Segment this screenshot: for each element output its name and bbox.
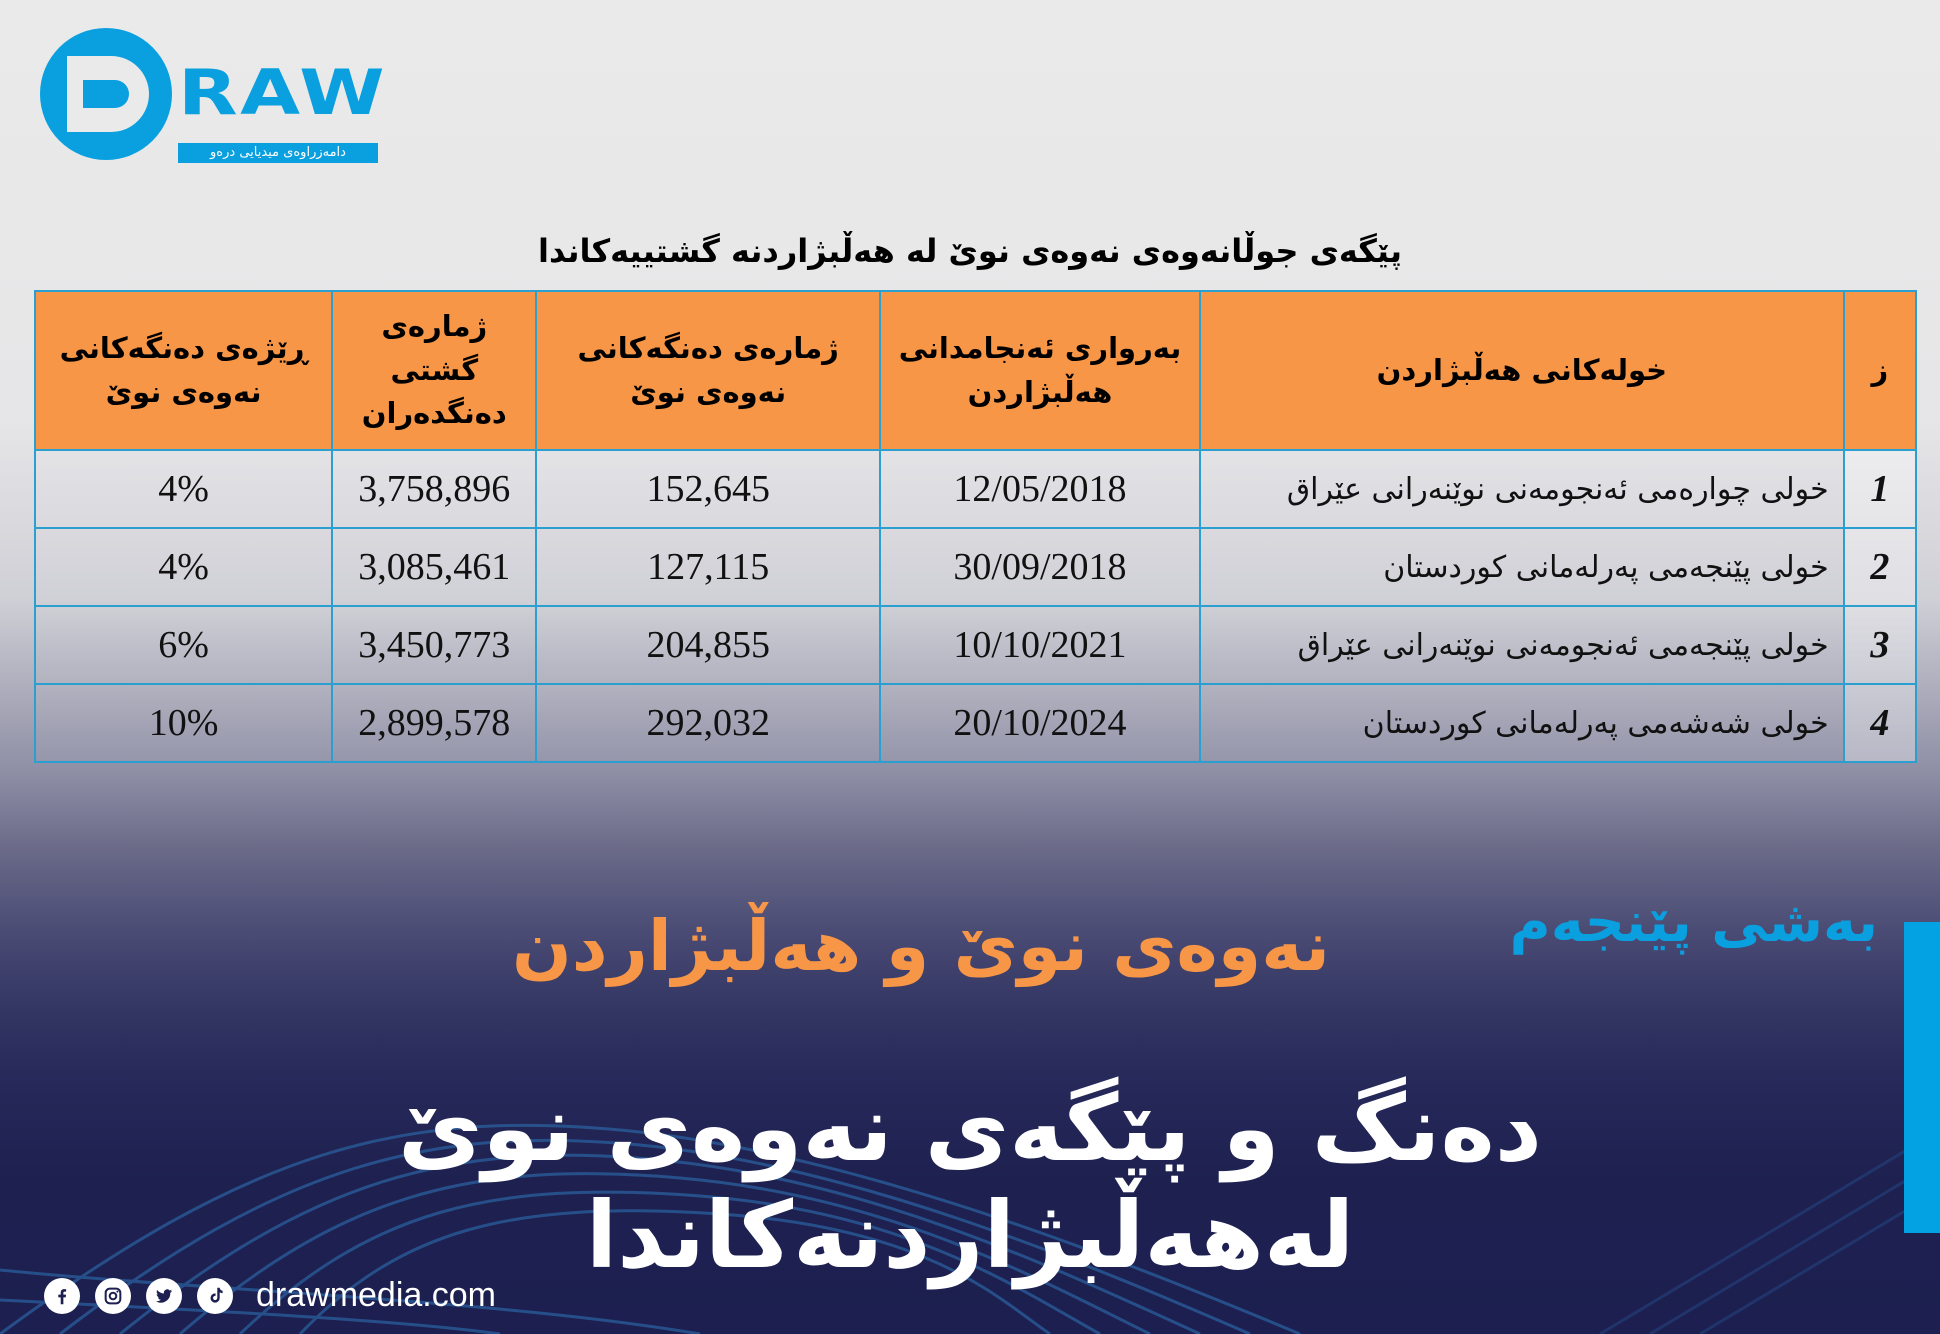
election-results-table: ز خولەکانی هەڵبژاردن بەرواری ئەنجامدانی … [33, 290, 1918, 763]
row-total-voters: 3,450,773 [331, 605, 538, 685]
logo-d-inner-shape [83, 80, 129, 108]
row-num: 1 [1842, 449, 1918, 529]
facebook-icon[interactable] [44, 1277, 80, 1314]
header-total-voters: ژمارەی گشتی دەنگدەران [331, 290, 538, 451]
section-subtitle: نەوەی نوێ و هەڵبژاردن [511, 905, 1330, 987]
row-num: 4 [1842, 683, 1918, 763]
table-row: 4 خولی شەشەمی پەرلەمانی کوردستان 20/10/2… [33, 683, 1918, 763]
row-date: 20/10/2024 [878, 683, 1202, 763]
row-round: خولی شەشەمی پەرلەمانی کوردستان [1199, 683, 1845, 763]
row-date: 12/05/2018 [878, 449, 1202, 529]
row-total-voters: 3,758,896 [331, 449, 538, 529]
header-percentage: ڕێژەی دەنگەکانی نەوەی نوێ [33, 290, 334, 451]
row-new-votes: 292,032 [535, 683, 881, 763]
table-row: 2 خولی پێنجەمی پەرلەمانی کوردستان 30/09/… [33, 527, 1918, 607]
row-total-voters: 3,085,461 [331, 527, 538, 607]
instagram-icon[interactable] [95, 1277, 131, 1314]
website-link[interactable]: drawmedia.com [256, 1276, 496, 1314]
row-date: 10/10/2021 [878, 605, 1202, 685]
row-new-votes: 152,645 [535, 449, 881, 529]
row-date: 30/09/2018 [878, 527, 1202, 607]
logo-tagline: دامەزراوەی میدیایی درەو [178, 143, 378, 163]
header-num: ز [1842, 290, 1918, 451]
table-row: 3 خولی پێنجەمی ئەنجومەنی نوێنەرانی عێراق… [33, 605, 1918, 685]
row-percentage: 4% [33, 527, 334, 607]
row-percentage: 6% [33, 605, 334, 685]
accent-bar [1904, 922, 1940, 1233]
row-new-votes: 204,855 [535, 605, 881, 685]
header-date: بەرواری ئەنجامدانی هەڵبژاردن [878, 290, 1202, 451]
logo-wordmark: RAW [178, 56, 388, 129]
row-total-voters: 2,899,578 [331, 683, 538, 763]
row-round: خولی پێنجەمی ئەنجومەنی نوێنەرانی عێراق [1199, 605, 1845, 685]
row-round: خولی پێنجەمی پەرلەمانی کوردستان [1199, 527, 1845, 607]
row-round: خولی چوارەمی ئەنجومەنی نوێنەرانی عێراق [1199, 449, 1845, 529]
twitter-icon[interactable] [146, 1277, 182, 1314]
row-percentage: 10% [33, 683, 334, 763]
headline: دەنگ و پێگەی نەوەی نوێ لەهەڵبژاردنەکاندا [398, 1075, 1542, 1289]
table-title: پێگەی جوڵانەوەی نەوەی نوێ لە هەڵبژاردنە … [538, 232, 1402, 270]
header-round: خولەکانی هەڵبژاردن [1199, 290, 1845, 451]
header-new-votes: ژمارەی دەنگەکانی نەوەی نوێ [535, 290, 881, 451]
row-num: 2 [1842, 527, 1918, 607]
tiktok-icon[interactable] [197, 1277, 233, 1314]
row-num: 3 [1842, 605, 1918, 685]
table-header-row: ز خولەکانی هەڵبژاردن بەرواری ئەنجامدانی … [33, 290, 1918, 451]
section-label: بەشی پێنجەم [1509, 890, 1878, 955]
draw-logo: RAW دامەزراوەی میدیایی درەو [40, 28, 400, 163]
table-row: 1 خولی چوارەمی ئەنجومەنی نوێنەرانی عێراق… [33, 449, 1918, 529]
footer: drawmedia.com [44, 1276, 496, 1315]
row-percentage: 4% [33, 449, 334, 529]
row-new-votes: 127,115 [535, 527, 881, 607]
